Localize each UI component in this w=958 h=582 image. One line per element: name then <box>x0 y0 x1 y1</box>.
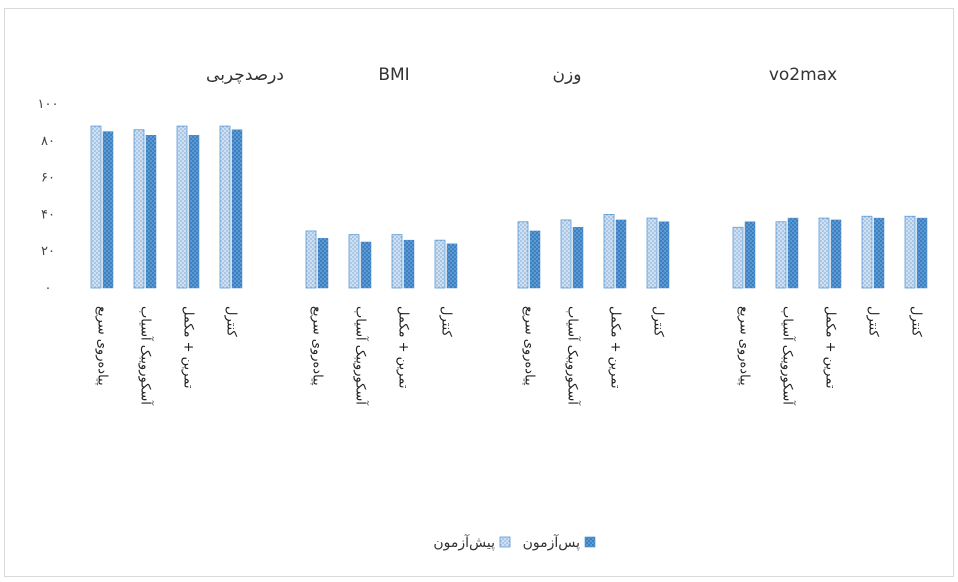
bar-pre-test <box>133 129 145 289</box>
bar-pre-test <box>775 221 787 289</box>
bars <box>90 125 928 289</box>
bar-post-test <box>787 217 799 289</box>
legend-swatch-pre <box>499 536 511 548</box>
bar-pre-test <box>391 234 403 289</box>
bar-post-test <box>873 217 885 289</box>
category-label: کنترل <box>439 306 454 337</box>
category-label: پیاده‌روی سریع <box>737 306 752 386</box>
bar-post-test <box>102 131 114 289</box>
bar-pre-test <box>560 219 572 289</box>
bar-post-test <box>529 230 541 289</box>
bar-pre-test <box>90 125 102 289</box>
category-label: آسکورویبک آسیاب <box>138 306 155 406</box>
group-title: vo2max <box>769 65 837 85</box>
group-title: وزن <box>553 65 582 85</box>
category-label: آسکورویبک آسیاب <box>780 306 797 406</box>
bar-post-test <box>231 129 243 289</box>
category-label: کنترل <box>866 306 881 337</box>
category-label: تمرین + مکمل <box>823 306 838 389</box>
group-title: درصدچربی <box>206 65 284 85</box>
group-titles: درصدچربی BMI وزن vo2max <box>206 65 837 85</box>
y-tick-label: ۴۰ <box>41 207 55 222</box>
category-label: پیاده‌روی سریع <box>95 306 110 386</box>
bar-post-test <box>658 221 670 289</box>
legend-label-post: پس‌آزمون <box>523 534 581 551</box>
y-tick-label: ۰ <box>45 281 52 296</box>
y-tick-label: ۸۰ <box>41 134 55 149</box>
bar-post-test <box>188 135 200 289</box>
bar-post-test <box>145 135 157 289</box>
category-label: تمرین + مکمل <box>181 306 196 389</box>
category-label: آسکورویبک آسیاب <box>353 306 370 406</box>
category-label: تمرین + مکمل <box>608 306 623 389</box>
bar-pre-test <box>818 217 830 289</box>
bar-pre-test <box>904 215 916 289</box>
legend: پس‌آزمون پیش‌آزمون <box>433 534 596 551</box>
bar-pre-test <box>517 221 529 289</box>
category-label: آسکورویبک آسیاب <box>565 306 582 406</box>
bar-pre-test <box>434 239 446 289</box>
bar-post-test <box>830 219 842 289</box>
bar-pre-test <box>305 230 317 289</box>
bar-post-test <box>446 243 458 289</box>
bar-post-test <box>615 219 627 289</box>
category-label: پیاده‌روی سریع <box>310 306 325 386</box>
bar-pre-test <box>861 215 873 289</box>
bar-pre-test <box>219 125 231 289</box>
bar-pre-test <box>646 217 658 289</box>
bar-post-test <box>572 227 584 289</box>
legend-label-pre: پیش‌آزمون <box>433 534 495 551</box>
y-tick-label: ۱۰۰ <box>38 97 59 112</box>
y-tick-label: ۲۰ <box>41 244 55 259</box>
y-tick-label: ۶۰ <box>41 171 55 186</box>
category-label: پیاده‌روی سریع <box>522 306 537 386</box>
category-label: کنترل <box>909 306 924 337</box>
legend-swatch-post <box>584 536 596 548</box>
bar-post-test <box>360 241 372 289</box>
bar-post-test <box>916 217 928 289</box>
category-labels: پیاده‌روی سریع آسکورویبک آسیاب تمرین + مکم… <box>95 306 924 406</box>
bar-post-test <box>744 221 756 289</box>
y-axis: ۰ ۲۰ ۴۰ ۶۰ ۸۰ ۱۰۰ <box>38 97 59 296</box>
bar-pre-test <box>348 234 360 289</box>
category-label: کنترل <box>224 306 239 337</box>
category-label: تمرین + مکمل <box>396 306 411 389</box>
bar-pre-test <box>732 226 744 289</box>
chart-border <box>4 8 954 577</box>
bar-pre-test <box>603 213 615 289</box>
category-label: کنترل <box>651 306 666 337</box>
bar-pre-test <box>176 125 188 289</box>
bar-post-test <box>403 239 415 289</box>
group-title: BMI <box>378 65 409 85</box>
bar-post-test <box>317 238 329 289</box>
